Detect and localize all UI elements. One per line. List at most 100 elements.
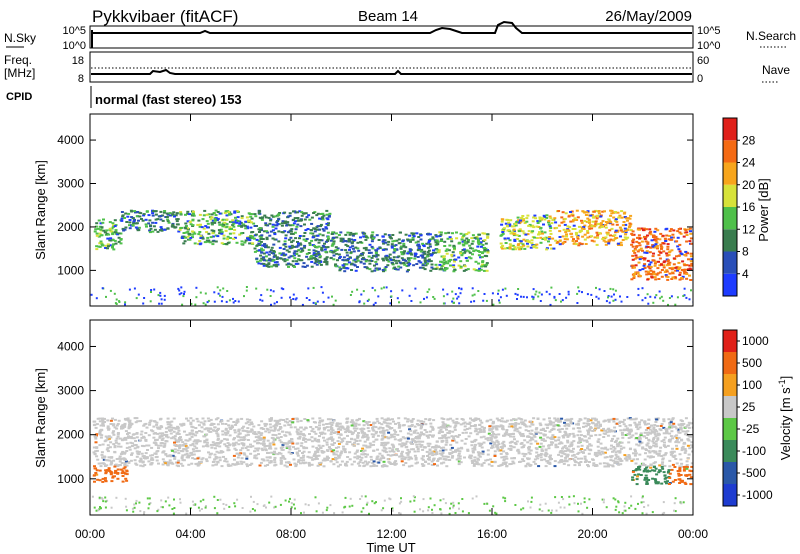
heatmap-cell (395, 448, 399, 450)
heatmap-cell (260, 247, 264, 250)
heatmap-cell (591, 421, 594, 424)
heatmap-cell (671, 276, 675, 279)
heatmap-cell (232, 438, 236, 441)
heatmap-cell (265, 236, 269, 239)
heatmap-cell (267, 216, 271, 219)
heatmap-cell (672, 263, 676, 266)
heatmap-cell (278, 252, 282, 255)
heatmap-cell (371, 435, 375, 438)
heatmap-cell (551, 237, 555, 240)
heatmap-cell (527, 448, 531, 451)
heatmap-cell (524, 233, 528, 236)
heatmap-cell (474, 269, 478, 272)
heatmap-cell (276, 453, 280, 456)
heatmap-cell (207, 451, 210, 454)
heatmap-cell (239, 449, 243, 452)
heatmap-cell (677, 431, 681, 434)
heatmap-cell (142, 457, 146, 459)
noise-cell (620, 300, 623, 303)
heatmap-cell (277, 432, 281, 435)
heatmap-cell (181, 441, 185, 444)
heatmap-cell (213, 453, 217, 456)
heatmap-cell (572, 238, 575, 241)
heatmap-cell (678, 271, 682, 274)
heatmap-cell (206, 222, 210, 225)
heatmap-cell (426, 251, 430, 254)
heatmap-cell (390, 245, 394, 248)
heatmap-cell (170, 426, 174, 429)
heatmap-cell (288, 445, 292, 448)
noise-cell (497, 289, 500, 292)
heatmap-cell (282, 419, 285, 421)
noise-cell (526, 296, 528, 299)
heatmap-cell (105, 229, 109, 232)
heatmap-cell (345, 427, 349, 430)
heatmap-cell (296, 454, 300, 457)
heatmap-cell (248, 239, 252, 242)
heatmap-cell (581, 451, 585, 454)
heatmap-cell (135, 436, 139, 439)
heatmap-cell (686, 457, 690, 459)
heatmap-cell (326, 246, 330, 249)
noise-cell (272, 290, 275, 293)
heatmap-cell (263, 243, 267, 246)
heatmap-cell (410, 423, 414, 426)
heatmap-cell (314, 250, 318, 253)
heatmap-cell (142, 213, 146, 216)
heatmap-cell (465, 237, 469, 240)
heatmap-cell (294, 447, 298, 450)
heatmap-cell (229, 417, 233, 420)
heatmap-cell (355, 427, 359, 430)
heatmap-cell (477, 431, 481, 434)
heatmap-cell (304, 440, 308, 443)
heatmap-cell (665, 269, 669, 272)
heatmap-cell (189, 421, 193, 424)
noise-cell (550, 286, 553, 289)
heatmap-cell (631, 254, 635, 257)
heatmap-cell (528, 439, 532, 442)
heatmap-cell (245, 216, 249, 219)
heatmap-cell (397, 255, 401, 258)
heatmap-cell (491, 420, 495, 423)
heatmap-cell (164, 216, 168, 218)
heatmap-cell (437, 426, 441, 429)
heatmap-cell (302, 454, 306, 457)
heatmap-cell (323, 439, 326, 442)
heatmap-cell (310, 265, 314, 268)
heatmap-cell (604, 429, 607, 432)
heatmap-cell (280, 253, 284, 256)
heatmap-cell (637, 234, 641, 237)
heatmap-cell (517, 234, 521, 237)
heatmap-cell (575, 209, 579, 212)
heatmap-cell (685, 234, 689, 236)
heatmap-cell (394, 430, 398, 433)
heatmap-cell (514, 223, 518, 225)
heatmap-cell (368, 442, 372, 445)
heatmap-cell (480, 421, 484, 424)
heatmap-cell (673, 435, 677, 438)
heatmap-cell (685, 240, 689, 243)
heatmap-cell (233, 431, 237, 434)
heatmap-cell (382, 270, 385, 273)
heatmap-cell (543, 433, 547, 436)
heatmap-cell (140, 436, 144, 439)
noise-cell (644, 296, 647, 299)
heatmap-cell (289, 236, 293, 239)
heatmap-cell (531, 438, 535, 441)
noise-cell (471, 287, 474, 290)
heatmap-cell (571, 454, 575, 457)
heatmap-cell (654, 239, 658, 242)
heatmap-cell (452, 244, 456, 247)
heatmap-cell (106, 450, 110, 453)
heatmap-cell (307, 248, 311, 251)
heatmap-cell (463, 265, 467, 268)
heatmap-cell (451, 455, 455, 458)
heatmap-cell (210, 216, 214, 219)
heatmap-cell (299, 419, 303, 422)
heatmap-cell (386, 422, 390, 425)
heatmap-cell (299, 430, 303, 433)
heatmap-cell (163, 462, 167, 465)
heatmap-cell (369, 465, 373, 468)
heatmap-cell (475, 236, 479, 238)
heatmap-cell (268, 418, 272, 421)
